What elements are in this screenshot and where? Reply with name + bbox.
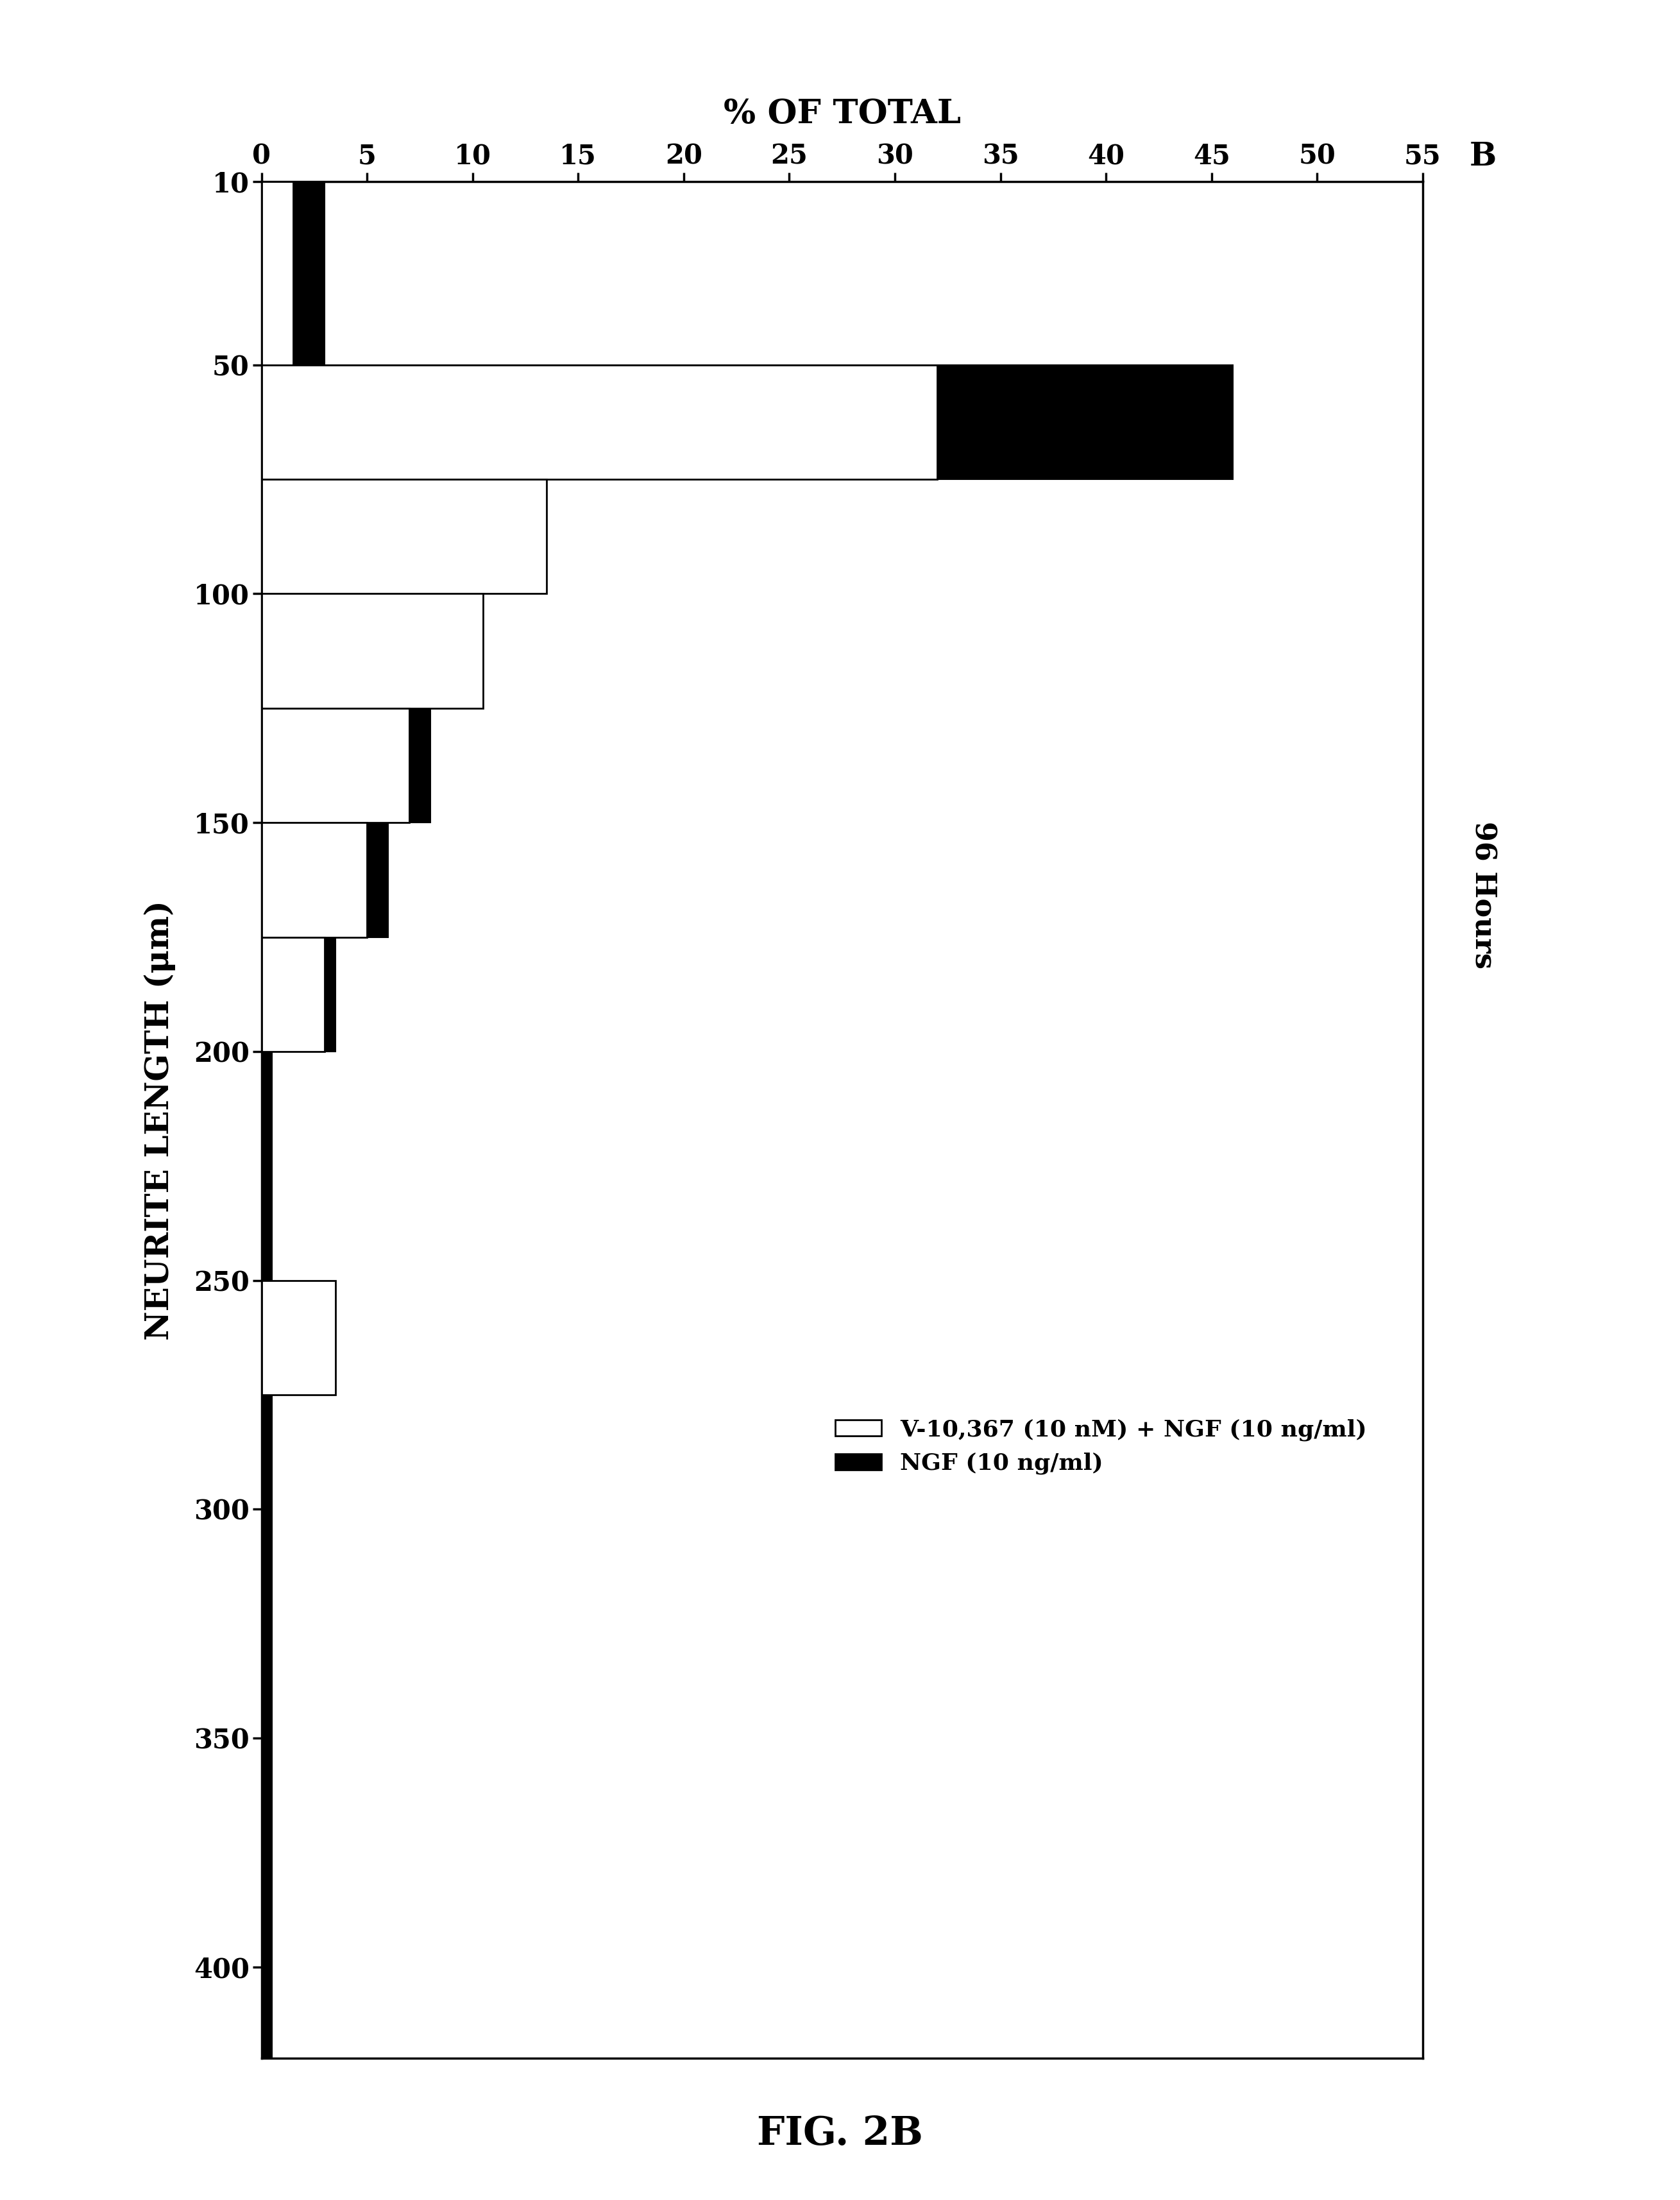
Bar (262, 183, 324, 365)
Bar (262, 594, 484, 708)
Bar (262, 937, 336, 1052)
Bar (262, 823, 366, 937)
Bar (262, 480, 536, 594)
Bar (262, 823, 388, 937)
Bar (262, 1052, 272, 2059)
Bar (262, 708, 410, 823)
Bar (262, 708, 430, 823)
X-axis label: % OF TOTAL: % OF TOTAL (724, 97, 961, 130)
Y-axis label: NEURITE LENGTH (μm): NEURITE LENGTH (μm) (144, 900, 176, 1340)
Bar (262, 365, 937, 480)
Text: FIG. 2B: FIG. 2B (758, 2114, 922, 2154)
Bar (262, 365, 1233, 480)
Text: 96 Hours: 96 Hours (1470, 821, 1497, 968)
Bar (262, 594, 452, 708)
Legend: V-10,367 (10 nM) + NGF (10 ng/ml), NGF (10 ng/ml): V-10,367 (10 nM) + NGF (10 ng/ml), NGF (… (827, 1410, 1376, 1483)
Bar (262, 1280, 336, 1395)
Text: B: B (1470, 141, 1497, 172)
Bar (262, 183, 292, 365)
Bar (262, 937, 324, 1052)
Bar (262, 480, 546, 594)
